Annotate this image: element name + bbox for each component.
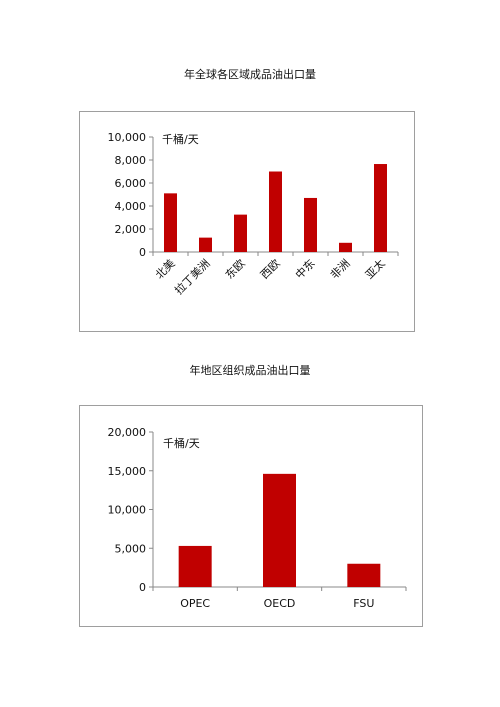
chart2-y-tick-label: 0 xyxy=(139,581,146,594)
chart1-y-tick-label: 6,000 xyxy=(115,177,147,190)
chart1-bar xyxy=(199,237,212,252)
chart1-bar xyxy=(374,164,387,252)
chart1-bar xyxy=(304,197,317,252)
chart2-bar xyxy=(347,563,381,587)
chart1-category-label: 拉丁美洲 xyxy=(172,256,213,297)
chart2-y-tick-label: 10,000 xyxy=(108,504,147,517)
chart1-unit-label: 千桶/天 xyxy=(162,132,199,146)
chart2-frame: 0 5,000 10,000 15,000 20,000 千桶/天 OPEC OECD FSU xyxy=(79,405,423,627)
chart1-y-tick-label: 8,000 xyxy=(115,154,147,167)
chart1-category-label: 中东 xyxy=(293,257,318,282)
chart2-svg: 0 5,000 10,000 15,000 20,000 千桶/天 OPEC OECD FSU xyxy=(108,426,407,610)
chart2-unit-label: 千桶/天 xyxy=(163,436,200,450)
chart2-heading: 年地区组织成品油出口量 xyxy=(189,364,311,377)
chart1-category-label: 西欧 xyxy=(258,257,283,282)
chart1-bar xyxy=(234,214,247,252)
chart1-svg: 0 2,000 4,000 6,000 8,000 10,000 千桶/天北美拉丁美洲 东欧西… xyxy=(108,131,399,297)
chart2-category-label: OECD xyxy=(264,597,296,610)
chart1-y-tick-label: 2,000 xyxy=(115,223,147,236)
chart2-category-label: FSU xyxy=(353,597,374,610)
chart2-y-tick-label: 20,000 xyxy=(108,426,147,439)
chart1-category-label: 北美 xyxy=(153,257,178,282)
chart1-y-tick-label: 10,000 xyxy=(108,131,147,144)
chart1-category-label: 非洲 xyxy=(328,257,353,282)
chart1-bar xyxy=(164,193,177,252)
chart1-category-label: 亚太 xyxy=(363,257,388,282)
chart1-heading: 年全球各区域成品油出口量 xyxy=(184,68,316,81)
chart1-frame: 0 2,000 4,000 6,000 8,000 10,000 千桶/天北美 拉丁美洲 东欧西… xyxy=(79,111,415,332)
chart1-bar xyxy=(339,242,352,252)
chart2-bar xyxy=(263,473,296,587)
chart2-y-tick-label: 15,000 xyxy=(108,465,147,478)
chart2-bar xyxy=(178,545,212,587)
chart2-category-label: OPEC xyxy=(180,597,210,610)
chart1-y-tick-label: 0 xyxy=(139,246,146,259)
chart2-y-tick-label: 5,000 xyxy=(115,542,147,555)
chart1-y-tick-label: 4,000 xyxy=(115,200,147,213)
chart1-bar xyxy=(269,171,282,252)
chart1-category-label: 东欧 xyxy=(223,257,248,282)
